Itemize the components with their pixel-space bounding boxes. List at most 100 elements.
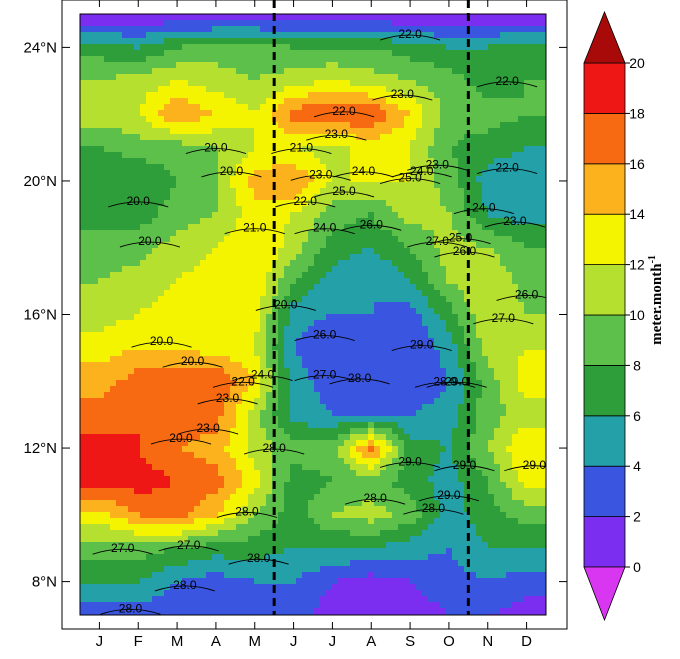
heat-cell (326, 524, 333, 531)
heat-cell (320, 512, 327, 519)
heat-cell (326, 590, 333, 597)
heat-cell (314, 44, 321, 51)
heat-cell (296, 188, 303, 195)
heat-cell (146, 32, 153, 39)
heat-cell (128, 140, 135, 147)
heat-cell (218, 500, 225, 507)
heat-cell (320, 566, 327, 573)
heat-cell (344, 584, 351, 591)
heat-cell (158, 248, 165, 255)
heat-cell (344, 398, 351, 405)
heat-cell (98, 200, 105, 207)
heat-cell (260, 152, 267, 159)
heat-cell (116, 20, 123, 27)
heat-cell (374, 38, 381, 45)
heat-cell (260, 314, 267, 321)
heat-cell (314, 518, 321, 525)
heat-cell (296, 302, 303, 309)
heat-cell (164, 236, 171, 243)
heat-cell (188, 506, 195, 513)
heat-cell (368, 584, 375, 591)
heat-cell (206, 524, 213, 531)
heat-cell (296, 368, 303, 375)
heat-cell (278, 392, 285, 399)
heat-cell (254, 104, 261, 111)
heat-cell (188, 326, 195, 333)
heat-cell (356, 164, 363, 171)
heat-cell (164, 278, 171, 285)
heat-cell (302, 590, 309, 597)
heat-cell (314, 434, 321, 441)
heat-cell (356, 350, 363, 357)
heat-cell (278, 422, 285, 429)
heat-cell (164, 590, 171, 597)
heat-cell (146, 308, 153, 315)
heat-cell (230, 296, 237, 303)
heat-cell (110, 536, 117, 543)
heat-cell (152, 572, 159, 579)
heat-cell (164, 314, 171, 321)
heat-cell (110, 32, 117, 39)
heat-cell (320, 536, 327, 543)
heat-cell (194, 308, 201, 315)
heat-cell (272, 344, 279, 351)
heat-cell (158, 374, 165, 381)
heat-cell (128, 248, 135, 255)
heat-cell (128, 206, 135, 213)
heat-cell (278, 266, 285, 273)
heat-cell (80, 428, 87, 435)
heat-cell (170, 566, 177, 573)
heat-cell (284, 482, 291, 489)
heat-cell (194, 86, 201, 93)
heat-cell (338, 98, 345, 105)
heat-cell (182, 608, 189, 615)
heat-cell (230, 500, 237, 507)
heat-cell (350, 380, 357, 387)
heat-cell (314, 146, 321, 153)
heat-cell (320, 62, 327, 69)
heat-cell (152, 236, 159, 243)
heat-cell (284, 236, 291, 243)
heat-cell (230, 98, 237, 105)
heat-cell (218, 278, 225, 285)
heat-cell (104, 548, 111, 555)
heat-cell (332, 470, 339, 477)
heat-cell (350, 182, 357, 189)
heat-cell (224, 284, 231, 291)
heat-cell (254, 278, 261, 285)
heat-cell (206, 422, 213, 429)
heat-cell (272, 434, 279, 441)
heat-cell (314, 92, 321, 99)
heat-cell (104, 266, 111, 273)
heat-cell (206, 284, 213, 291)
heat-cell (104, 176, 111, 183)
heat-cell (212, 176, 219, 183)
heat-cell (326, 476, 333, 483)
heat-cell (314, 212, 321, 219)
heat-cell (200, 320, 207, 327)
heat-cell (278, 176, 285, 183)
heat-cell (164, 338, 171, 345)
heat-cell (272, 44, 279, 51)
heat-cell (152, 230, 159, 237)
heat-cell (350, 92, 357, 99)
heat-cell (350, 56, 357, 63)
heat-cell (110, 590, 117, 597)
heat-cell (284, 416, 291, 423)
heat-cell (362, 116, 369, 123)
heat-cell (140, 494, 147, 501)
heat-cell (284, 68, 291, 75)
heat-cell (158, 146, 165, 153)
heat-cell (86, 392, 93, 399)
heat-cell (290, 392, 297, 399)
heat-cell (128, 434, 135, 441)
heat-cell (254, 362, 261, 369)
heat-cell (212, 56, 219, 63)
heat-cell (332, 524, 339, 531)
heat-cell (326, 404, 333, 411)
heat-cell (242, 62, 249, 69)
heat-cell (98, 26, 105, 33)
heat-cell (242, 314, 249, 321)
heat-cell (272, 122, 279, 129)
heat-cell (128, 548, 135, 555)
